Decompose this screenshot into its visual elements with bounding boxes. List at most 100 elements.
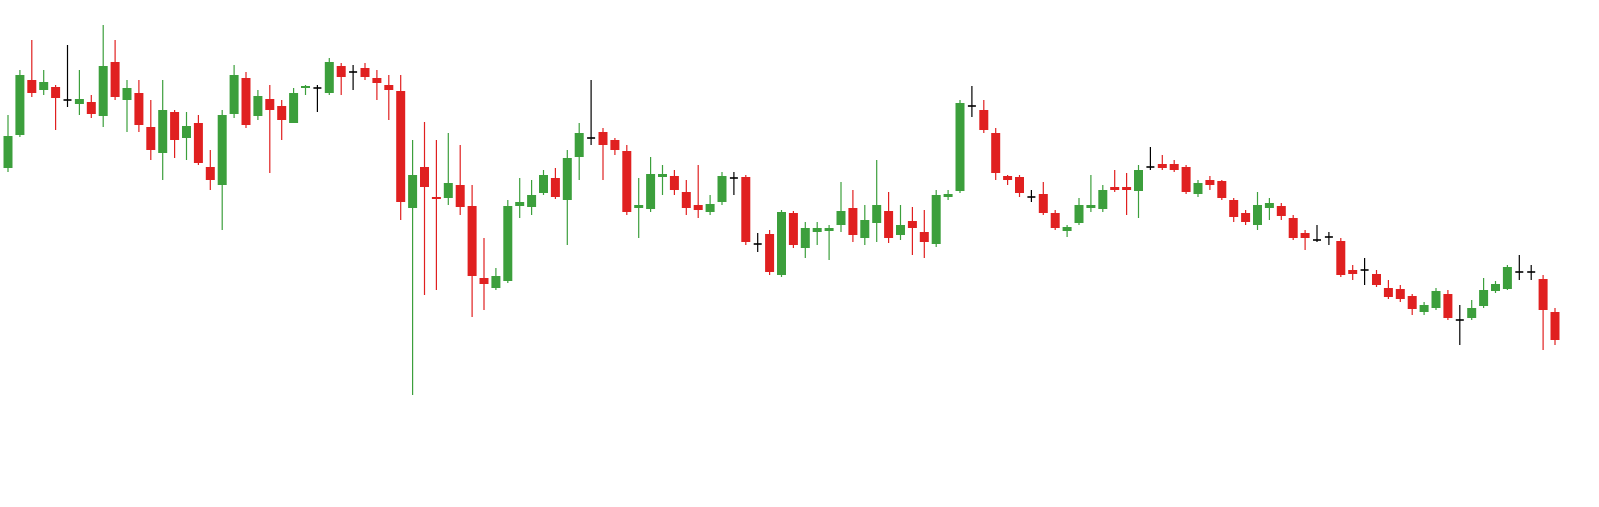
candle-body: [955, 103, 965, 191]
candle-body: [991, 133, 1001, 173]
candle-body: [1217, 181, 1227, 198]
candle-body: [705, 204, 715, 212]
candle-body: [919, 232, 929, 242]
candle-body: [896, 225, 905, 235]
candle-body: [408, 175, 418, 208]
candle-body: [622, 151, 632, 212]
candle-body: [1086, 205, 1096, 208]
candle-body: [74, 99, 84, 104]
candle-body: [1181, 167, 1191, 192]
candle-body: [134, 93, 144, 125]
candle-body: [491, 276, 501, 288]
candle-body: [1443, 294, 1453, 318]
candle-body: [360, 68, 370, 77]
candle-body: [1241, 213, 1251, 222]
candle-body: [1015, 177, 1024, 193]
candle-body: [253, 96, 263, 116]
candle-body: [527, 195, 537, 207]
candle-body: [669, 176, 679, 190]
candle-body: [27, 80, 37, 93]
candle-body: [1288, 218, 1298, 238]
candle-body: [122, 88, 132, 100]
candle-body: [182, 126, 191, 138]
candle-body: [1502, 267, 1512, 289]
candle-body: [1431, 291, 1441, 308]
candle-body: [788, 213, 798, 245]
candle-body: [158, 110, 168, 153]
candle-body: [193, 123, 203, 163]
candle-body: [1003, 176, 1013, 180]
candle-body: [1300, 233, 1310, 238]
candle-body: [872, 205, 882, 223]
candle-body: [336, 66, 346, 77]
candle-body: [1205, 180, 1215, 185]
candle-body: [503, 206, 513, 281]
candle-body: [824, 228, 834, 231]
candle-body: [1122, 187, 1132, 190]
candle-body: [479, 278, 489, 284]
candle-body: [1407, 296, 1417, 309]
candle-body: [836, 211, 846, 225]
candle-body: [1348, 270, 1358, 274]
candle-body: [170, 112, 180, 140]
candle-body: [98, 66, 108, 116]
candle-body: [467, 206, 477, 276]
candle-body: [1074, 205, 1084, 223]
candle-body: [574, 133, 584, 157]
candle-body: [1419, 305, 1429, 312]
candle-body: [86, 102, 96, 114]
candle-body: [1264, 203, 1274, 208]
candle-body: [384, 85, 394, 90]
candle-body: [1467, 308, 1477, 318]
candle-body: [1134, 170, 1143, 191]
candle-body: [1276, 206, 1286, 216]
candle-body: [205, 167, 215, 180]
candle-body: [1395, 289, 1405, 299]
candle-body: [1253, 205, 1262, 225]
candle-body: [396, 91, 406, 202]
candle-body: [598, 132, 608, 145]
candle-body: [241, 78, 251, 125]
candle-body: [51, 87, 61, 98]
candle-body: [658, 174, 667, 177]
candle-body: [634, 205, 644, 208]
candle-body: [860, 220, 870, 238]
candle-body: [943, 194, 953, 197]
candle-body: [539, 175, 548, 193]
candle-body: [800, 228, 810, 248]
candle-body: [1538, 279, 1548, 310]
candle-body: [3, 136, 13, 168]
candle-body: [324, 62, 334, 93]
candle-body: [146, 127, 156, 150]
candle-body: [110, 62, 120, 97]
candle-body: [515, 202, 525, 206]
candle-body: [229, 75, 239, 114]
candle-body: [1050, 213, 1060, 228]
candle-body: [265, 99, 275, 110]
candle-body: [1193, 183, 1203, 194]
candle-body: [1479, 290, 1489, 306]
candle-body: [443, 183, 453, 198]
candle-body: [431, 197, 441, 199]
candle-body: [39, 82, 49, 90]
candle-body: [777, 212, 786, 275]
candle-body: [1062, 227, 1072, 231]
candle-body: [550, 178, 560, 197]
candle-body: [1336, 241, 1346, 275]
candle-body: [455, 185, 465, 207]
candle-body: [907, 221, 917, 228]
candle-body: [217, 115, 227, 185]
candle-body: [420, 167, 429, 187]
candle-body: [15, 75, 25, 135]
candle-body: [1110, 187, 1120, 190]
candle-body: [693, 205, 703, 210]
candle-body: [277, 106, 287, 120]
candle-body: [681, 192, 691, 208]
candle-body: [1038, 194, 1048, 213]
candle-body: [765, 234, 775, 272]
candle-body: [372, 78, 382, 83]
candle-body: [289, 93, 299, 123]
candle-body: [301, 86, 310, 88]
